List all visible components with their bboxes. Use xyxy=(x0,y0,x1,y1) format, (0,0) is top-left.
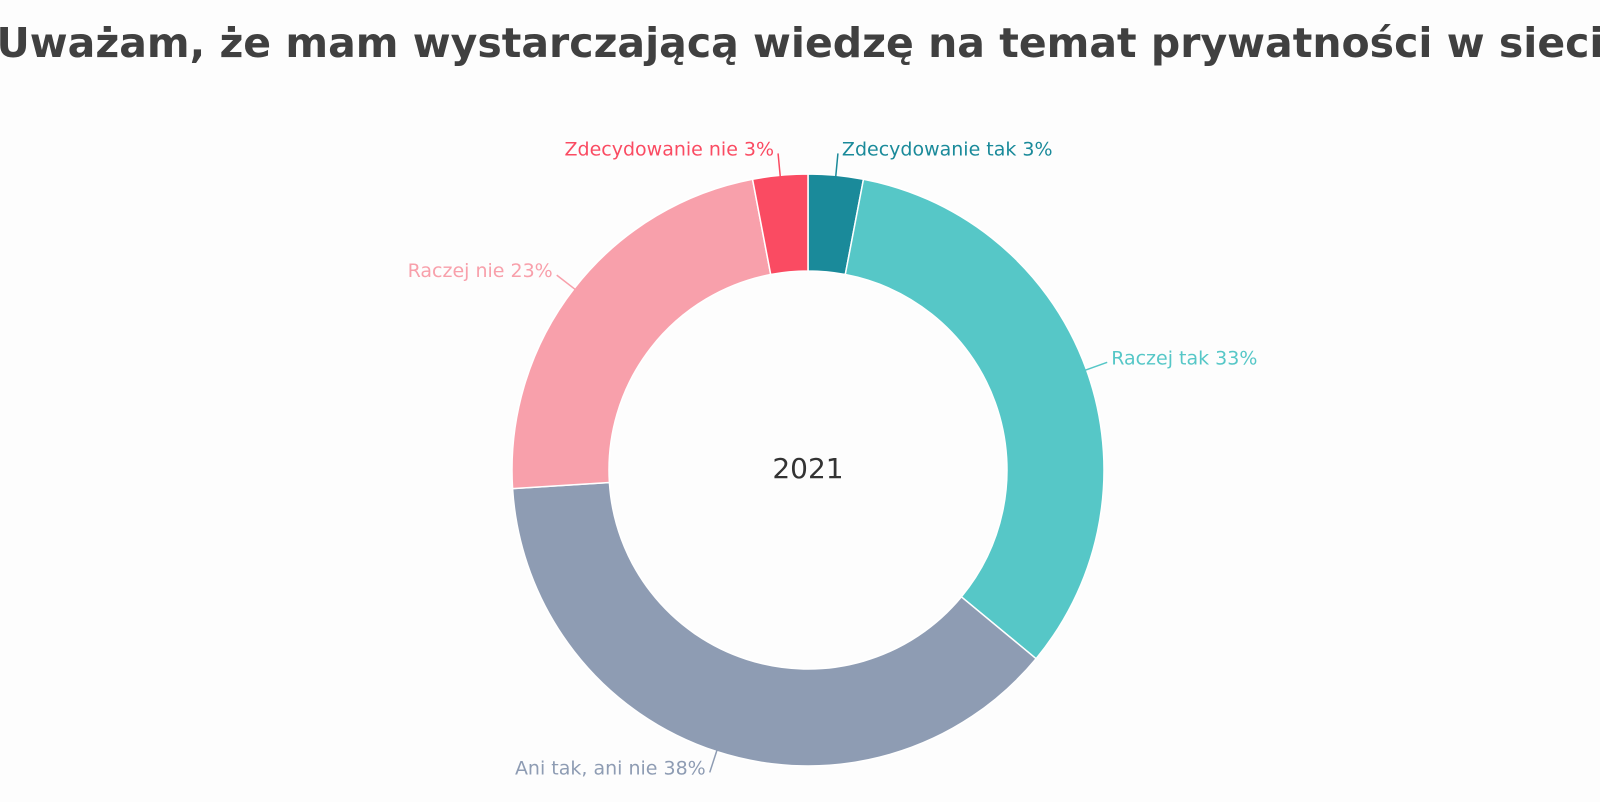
category-label: Raczej tak xyxy=(1111,347,1209,369)
category-label: Ani tak, ani nie xyxy=(515,757,658,779)
data-label: Raczej tak 33% xyxy=(1111,347,1257,369)
donut-slice xyxy=(511,178,772,490)
value-label: 33% xyxy=(1215,347,1257,369)
category-label: Raczej nie xyxy=(408,260,505,282)
leader-line xyxy=(777,153,782,178)
leader-line xyxy=(834,153,839,178)
category-label: Zdecydowanie tak xyxy=(842,138,1016,160)
data-label: Zdecydowanie tak 3% xyxy=(842,138,1053,160)
value-label: 3% xyxy=(744,138,774,160)
donut-slice xyxy=(844,178,1105,660)
leader-line xyxy=(709,749,718,773)
center-label: 2021 xyxy=(772,452,843,485)
data-label: Zdecydowanie nie 3% xyxy=(565,138,775,160)
leader-line xyxy=(556,274,577,291)
donut-slice xyxy=(511,481,1038,767)
category-label: Zdecydowanie nie xyxy=(565,138,738,160)
value-label: 23% xyxy=(510,260,552,282)
data-label: Ani tak, ani nie 38% xyxy=(515,757,706,779)
data-label: Raczej nie 23% xyxy=(408,260,553,282)
value-label: 3% xyxy=(1022,138,1052,160)
chart-title: Uważam, że mam wystarczającą wiedzę na t… xyxy=(0,19,1600,67)
donut-slice xyxy=(751,173,809,276)
value-label: 38% xyxy=(663,757,705,779)
leader-line xyxy=(1084,361,1108,372)
